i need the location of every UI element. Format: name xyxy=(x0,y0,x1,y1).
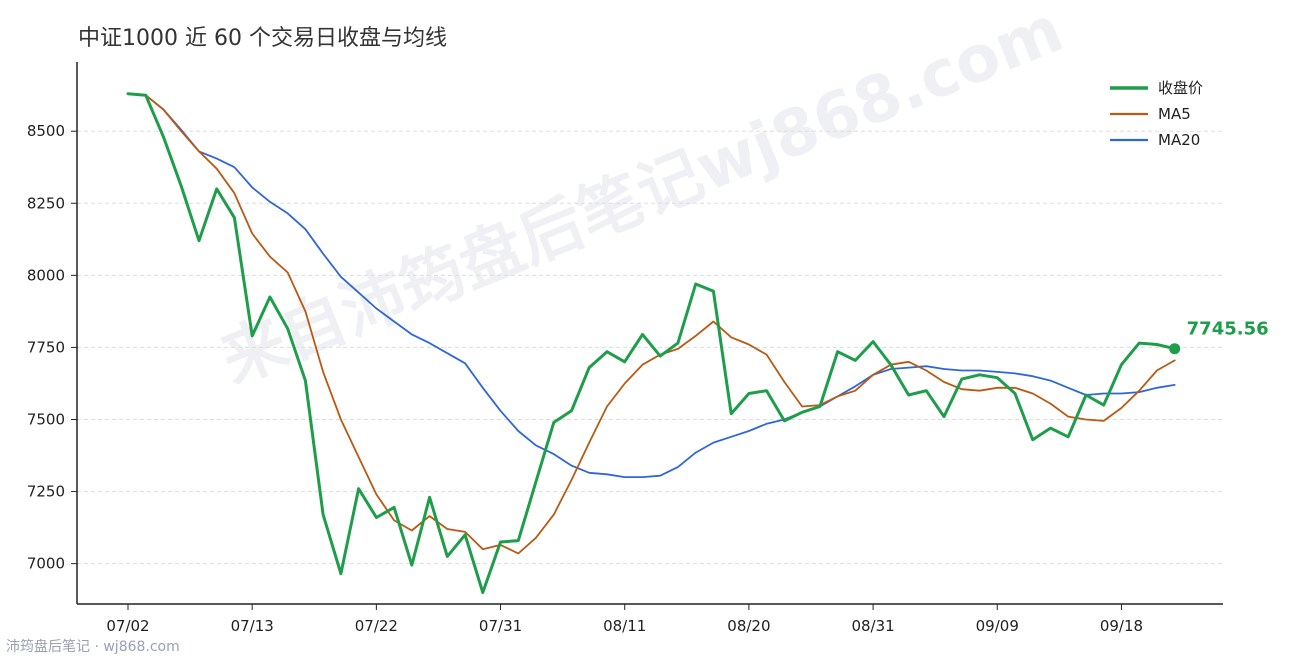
y-tick-label: 7750 xyxy=(27,338,65,356)
y-tick-label: 8500 xyxy=(27,122,65,140)
center-watermark: 来自沛筠盘后笔记wj868.com xyxy=(211,0,1073,398)
last-close-label: 7745.56 xyxy=(1187,319,1269,340)
series-line-0 xyxy=(126,92,1177,594)
legend-label-2: MA20 xyxy=(1158,131,1200,149)
x-tick-label: 08/11 xyxy=(603,617,646,635)
data-labels: 7745.56 xyxy=(1169,319,1269,355)
x-tick-label: 09/18 xyxy=(1100,617,1143,635)
footer-watermark: 沛筠盘后笔记 · wj868.com xyxy=(6,639,180,655)
y-tick-label: 8000 xyxy=(27,266,65,284)
grid-lines xyxy=(77,130,1223,565)
x-tick-label: 07/31 xyxy=(479,617,522,635)
legend: 收盘价 MA5 MA20 xyxy=(1110,79,1203,149)
last-close-marker xyxy=(1169,343,1181,355)
series-line-1 xyxy=(127,92,1176,555)
chart-title: 中证1000 近 60 个交易日收盘与均线 xyxy=(78,26,447,51)
x-tick-label: 07/13 xyxy=(231,617,274,635)
series-line-2 xyxy=(127,92,1176,479)
x-tick-label: 07/02 xyxy=(106,617,149,635)
legend-label-1: MA5 xyxy=(1158,105,1191,123)
y-tick-label: 7000 xyxy=(27,555,65,573)
legend-label-0: 收盘价 xyxy=(1158,79,1203,97)
y-tick-label: 7250 xyxy=(27,483,65,501)
series-lines xyxy=(126,92,1177,594)
x-tick-label: 07/22 xyxy=(355,617,398,635)
x-tick-label: 08/31 xyxy=(851,617,894,635)
x-tick-label: 08/20 xyxy=(727,617,770,635)
x-tick-label: 09/09 xyxy=(976,617,1019,635)
y-tick-label: 7500 xyxy=(27,410,65,428)
axes: 7000 7250 7500 7750 8000 8250 8500 07/02 07/13 07… xyxy=(27,62,1223,635)
y-tick-label: 8250 xyxy=(27,194,65,212)
